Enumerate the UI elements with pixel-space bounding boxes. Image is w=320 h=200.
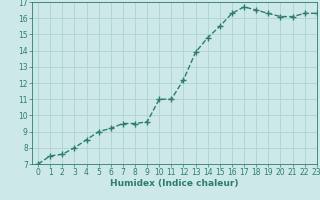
X-axis label: Humidex (Indice chaleur): Humidex (Indice chaleur) [110, 179, 239, 188]
